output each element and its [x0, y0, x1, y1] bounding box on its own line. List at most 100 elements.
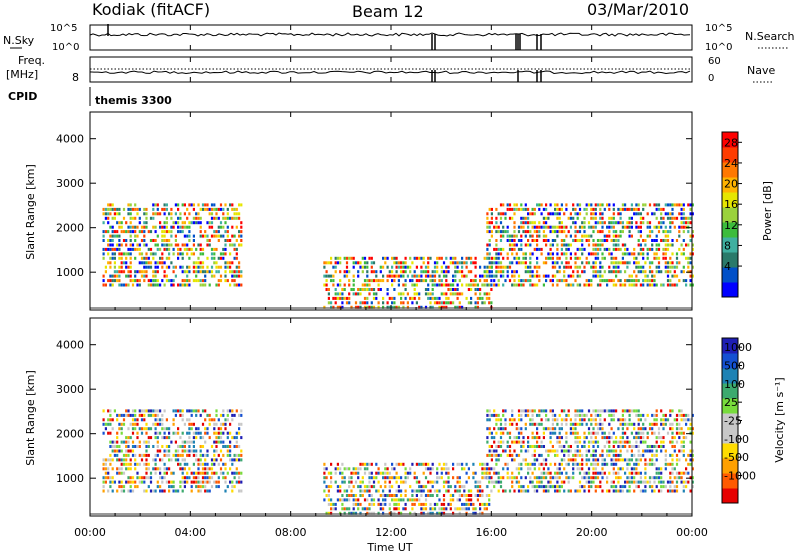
x-tick-label: 12:00	[375, 526, 407, 539]
range-gate-cell	[163, 212, 166, 216]
range-gate-cell	[612, 247, 615, 251]
range-gate-cell	[470, 256, 473, 260]
range-gate-cell	[560, 225, 563, 229]
range-gate-cell	[590, 265, 593, 269]
range-gate-cell	[682, 485, 685, 489]
range-gate-cell	[413, 270, 416, 274]
range-gate-cell	[624, 409, 627, 413]
range-gate-cell	[217, 230, 220, 234]
range-gate-cell	[513, 256, 516, 260]
range-gate-cell	[354, 301, 358, 305]
range-gate-cell	[438, 296, 441, 300]
range-gate-cell	[493, 256, 496, 260]
range-gate-cell	[233, 436, 236, 440]
range-gate-cell	[490, 449, 493, 453]
range-gate-cell	[400, 301, 403, 305]
range-gate-cell	[490, 436, 493, 440]
range-gate-cell	[628, 418, 631, 422]
range-gate-cell	[615, 485, 618, 489]
range-gate-cell	[655, 471, 658, 475]
range-gate-cell	[556, 207, 559, 211]
range-gate-cell	[204, 462, 207, 466]
range-gate-cell	[143, 230, 146, 234]
range-gate-cell	[107, 471, 110, 475]
range-gate-cell	[655, 467, 658, 471]
range-gate-cell	[560, 239, 563, 242]
range-gate-cell	[515, 207, 518, 211]
range-gate-cell	[393, 494, 396, 497]
range-gate-cell	[592, 453, 595, 457]
range-gate-cell	[583, 247, 586, 251]
range-gate-cell	[458, 261, 461, 265]
range-gate-cell	[334, 480, 337, 484]
range-gate-cell	[497, 453, 500, 457]
range-gate-cell	[111, 234, 114, 238]
range-gate-cell	[192, 422, 195, 426]
range-gate-cell	[479, 485, 482, 489]
range-gate-cell	[617, 247, 620, 251]
range-gate-cell	[152, 445, 155, 448]
range-gate-cell	[332, 283, 335, 287]
range-gate-cell	[517, 418, 521, 422]
range-gate-cell	[538, 221, 541, 225]
range-gate-cell	[363, 471, 367, 475]
range-gate-cell	[490, 274, 493, 278]
range-gate-cell	[438, 305, 441, 309]
range-gate-cell	[149, 471, 153, 475]
range-gate-cell	[224, 252, 227, 256]
range-gate-cell	[143, 279, 146, 283]
range-gate-cell	[671, 261, 674, 265]
range-gate-cell	[567, 265, 570, 269]
range-gate-cell	[463, 502, 466, 506]
range-gate-cell	[149, 489, 153, 493]
range-gate-cell	[397, 462, 400, 466]
range-gate-cell	[122, 422, 126, 426]
range-gate-cell	[181, 458, 184, 462]
range-gate-cell	[231, 203, 234, 207]
range-gate-cell	[213, 247, 216, 251]
range-gate-cell	[418, 480, 421, 484]
range-gate-cell	[474, 471, 477, 475]
range-gate-cell	[458, 507, 461, 511]
range-gate-cell	[152, 225, 155, 229]
range-gate-cell	[646, 212, 649, 216]
range-gate-cell	[499, 453, 503, 457]
range-gate-cell	[508, 261, 512, 265]
range-gate-cell	[330, 256, 333, 260]
range-gate-cell	[238, 265, 241, 269]
range-gate-cell	[545, 485, 548, 489]
range-gate-cell	[608, 270, 611, 274]
range-gate-cell	[545, 221, 548, 225]
range-gate-cell	[517, 440, 521, 444]
range-gate-cell	[486, 216, 489, 220]
range-gate-cell	[664, 225, 667, 229]
range-gate-cell	[174, 221, 177, 225]
range-gate-cell	[642, 207, 645, 211]
range-gate-cell	[486, 270, 489, 274]
range-gate-cell	[152, 216, 155, 220]
range-gate-cell	[592, 476, 595, 480]
range-gate-cell	[109, 247, 112, 251]
range-gate-cell	[628, 458, 631, 462]
range-gate-cell	[370, 485, 373, 489]
range-gate-cell	[522, 256, 525, 260]
range-gate-cell	[181, 480, 184, 484]
range-gate-cell	[619, 449, 622, 453]
range-gate-cell	[617, 207, 620, 211]
range-gate-cell	[183, 203, 186, 207]
range-gate-cell	[590, 453, 593, 457]
range-gate-cell	[195, 212, 198, 216]
range-gate-cell	[554, 418, 557, 422]
range-gate-cell	[170, 440, 173, 444]
range-gate-cell	[111, 243, 114, 247]
range-gate-cell	[465, 502, 468, 506]
range-gate-cell	[592, 471, 595, 475]
range-gate-cell	[655, 239, 658, 242]
range-gate-cell	[129, 480, 132, 484]
range-gate-cell	[599, 212, 602, 216]
range-gate-cell	[382, 511, 385, 515]
range-gate-cell	[197, 485, 200, 489]
range-gate-cell	[524, 256, 527, 260]
range-gate-cell	[354, 494, 358, 497]
range-gate-cell	[642, 453, 645, 457]
